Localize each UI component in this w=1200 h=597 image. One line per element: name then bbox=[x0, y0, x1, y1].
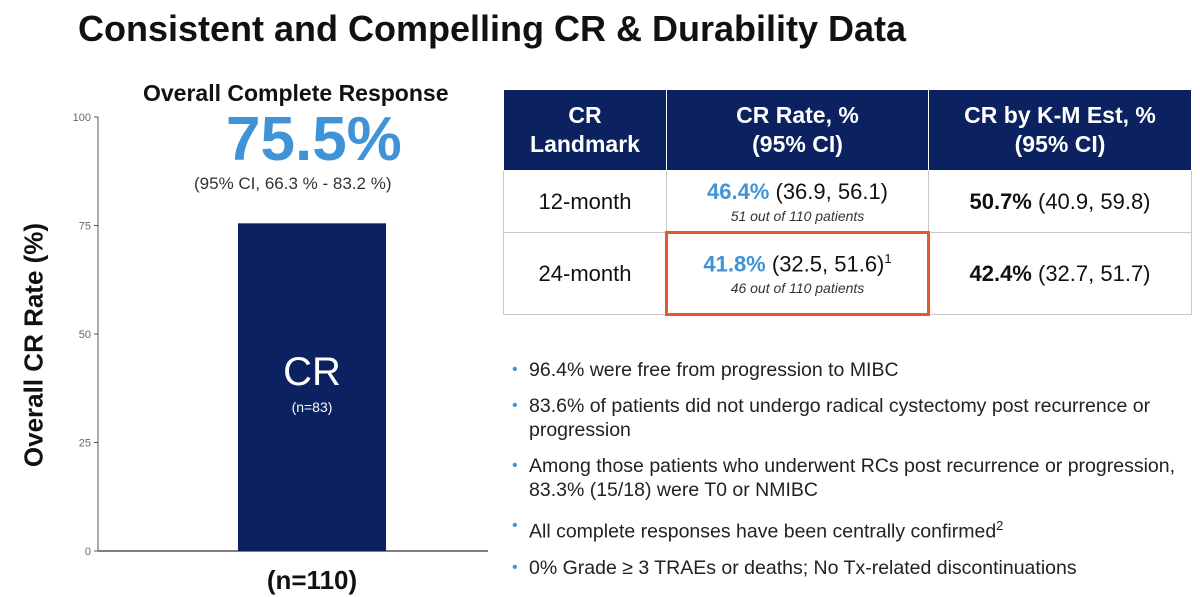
list-item-text: Among those patients who underwent RCs p… bbox=[529, 455, 1176, 501]
list-item-text: All complete responses have been central… bbox=[529, 520, 997, 543]
footnote-marker: 1 bbox=[884, 250, 892, 266]
bar-sublabel: (n=83) bbox=[291, 399, 333, 415]
cr-table: CR Landmark CR Rate, % (95% CI) CR by K-… bbox=[503, 89, 1192, 316]
key-findings-list: • 96.4% were free from progression to MIB… bbox=[512, 358, 1182, 592]
list-item: • Among those patients who underwent RCs … bbox=[512, 454, 1182, 502]
list-item-text: 96.4% were free from progression to MIBC bbox=[529, 359, 899, 381]
header-km-est: CR by K-M Est, % (95% CI) bbox=[928, 89, 1192, 171]
header-cr-rate: CR Rate, % (95% CI) bbox=[666, 89, 929, 171]
footnote-marker: 2 bbox=[996, 518, 1004, 533]
km-est-cell: 42.4% (32.7, 51.7) bbox=[928, 232, 1192, 315]
bullet-icon: • bbox=[512, 558, 518, 576]
header-km-est-line1: CR by K-M Est, % bbox=[964, 102, 1156, 129]
slide-title: Consistent and Compelling CR & Durabilit… bbox=[78, 8, 907, 49]
chart-heading: Overall Complete Response bbox=[143, 80, 449, 106]
list-item-text: 83.6% of patients did not undergo radica… bbox=[529, 395, 1151, 441]
landmark-cell: 24-month bbox=[503, 232, 667, 315]
header-landmark-line1: CR bbox=[568, 102, 602, 129]
cr-rate-note: 51 out of 110 patients bbox=[730, 208, 865, 224]
sample-size-label: (n=110) bbox=[266, 565, 358, 595]
km-est-ci: (40.9, 59.8) bbox=[1031, 188, 1151, 214]
header-cr-rate-line2: (95% CI) bbox=[752, 131, 843, 157]
table-row: 12-month 46.4% (36.9, 56.1) 51 out of 11… bbox=[503, 170, 1192, 233]
list-item: • All complete responses have been centra… bbox=[512, 514, 1182, 544]
y-tick-label: 75 bbox=[79, 221, 91, 233]
y-axis-title: Overall CR Rate (%) bbox=[18, 222, 49, 468]
km-est-cell: 50.7% (40.9, 59.8) bbox=[928, 170, 1192, 233]
bullet-icon: • bbox=[512, 361, 518, 378]
headline-value: 75.5% bbox=[226, 105, 402, 174]
km-est-value: 50.7% bbox=[969, 188, 1032, 214]
bullet-icon: • bbox=[512, 397, 518, 414]
cr-rate-note: 46 out of 110 patients bbox=[730, 280, 865, 297]
bar-cr bbox=[238, 223, 386, 551]
cr-rate-cell-highlighted: 41.8% (32.5, 51.6)1 46 out of 110 patien… bbox=[665, 231, 930, 316]
list-item: • 83.6% of patients did not undergo radic… bbox=[512, 394, 1182, 442]
km-est-value: 42.4% bbox=[969, 260, 1032, 286]
bars bbox=[238, 223, 386, 551]
y-tick-label: 0 bbox=[85, 546, 91, 558]
cr-rate-value: 41.8% bbox=[703, 251, 766, 277]
landmark-cell: 12-month bbox=[503, 170, 667, 233]
bullet-icon: • bbox=[512, 457, 518, 474]
cr-bar-chart: 0 25 50 75 100 bbox=[73, 112, 488, 558]
km-est-ci: (32.7, 51.7) bbox=[1031, 260, 1151, 286]
list-item: • 0% Grade ≥ 3 TRAEs or deaths; No Tx-rel… bbox=[512, 556, 1182, 580]
header-landmark: CR Landmark bbox=[503, 89, 667, 171]
list-item: • 96.4% were free from progression to MIB… bbox=[512, 358, 1182, 382]
list-item-text: 0% Grade ≥ 3 TRAEs or deaths; No Tx-rela… bbox=[529, 556, 1077, 579]
cr-rate-ci: (32.5, 51.6) bbox=[765, 251, 885, 277]
y-tick-label: 25 bbox=[79, 438, 91, 450]
header-km-est-line2: (95% CI) bbox=[1014, 131, 1106, 157]
cr-rate-ci: (36.9, 56.1) bbox=[769, 179, 889, 204]
header-cr-rate-line1: CR Rate, % bbox=[736, 102, 859, 129]
table-header-row: CR Landmark CR Rate, % (95% CI) CR by K-… bbox=[503, 89, 1192, 171]
cr-rate-cell: 46.4% (36.9, 56.1) 51 out of 110 patient… bbox=[666, 170, 929, 233]
confidence-interval: (95% CI, 66.3 % - 83.2 %) bbox=[194, 174, 392, 193]
y-tick-label: 50 bbox=[79, 329, 91, 341]
cr-rate-value: 46.4% bbox=[706, 179, 770, 204]
table-row: 24-month 41.8% (32.5, 51.6)1 46 out of 1… bbox=[503, 231, 1192, 316]
bar-label: CR bbox=[283, 350, 341, 394]
header-landmark-line2: Landmark bbox=[530, 131, 640, 157]
y-axis: 0 25 50 75 100 bbox=[73, 112, 488, 558]
bullet-icon: • bbox=[512, 517, 518, 534]
y-tick-label: 100 bbox=[73, 112, 91, 124]
